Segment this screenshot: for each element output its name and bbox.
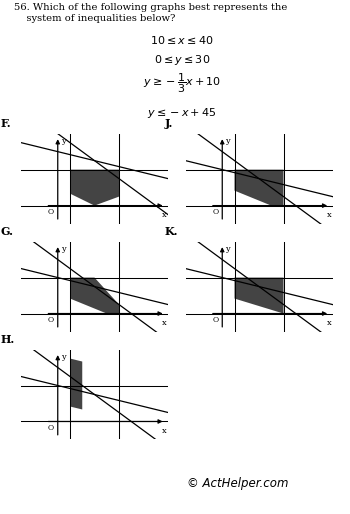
Polygon shape <box>70 170 119 206</box>
Text: © ActHelper.com: © ActHelper.com <box>187 476 289 490</box>
Text: x: x <box>327 211 331 218</box>
Text: $y \leq -x + 45$: $y \leq -x + 45$ <box>147 106 217 120</box>
Text: y: y <box>61 245 65 253</box>
Text: x: x <box>162 427 167 434</box>
Text: x: x <box>162 211 167 218</box>
Text: H.: H. <box>0 334 15 345</box>
Text: G.: G. <box>0 226 13 237</box>
Text: F.: F. <box>0 118 11 129</box>
Text: J.: J. <box>165 118 173 129</box>
Text: O: O <box>48 208 54 216</box>
Text: y: y <box>225 245 230 253</box>
Text: y: y <box>61 137 65 145</box>
Text: $y \geq -\dfrac{1}{3}x + 10$: $y \geq -\dfrac{1}{3}x + 10$ <box>143 71 221 95</box>
Text: $10 \leq x \leq 40$: $10 \leq x \leq 40$ <box>150 34 214 46</box>
Text: O: O <box>212 316 218 324</box>
Text: $0 \leq y \leq 30$: $0 \leq y \leq 30$ <box>154 53 210 67</box>
Polygon shape <box>234 170 284 206</box>
Text: K.: K. <box>165 226 178 237</box>
Text: y: y <box>225 137 230 145</box>
Text: x: x <box>327 319 331 326</box>
Polygon shape <box>70 278 119 314</box>
Text: 56. Which of the following graphs best represents the
    system of inequalities: 56. Which of the following graphs best r… <box>14 4 287 23</box>
Polygon shape <box>234 278 284 314</box>
Text: O: O <box>212 208 218 216</box>
Polygon shape <box>70 359 82 410</box>
Text: y: y <box>61 353 65 361</box>
Text: O: O <box>48 316 54 324</box>
Text: x: x <box>162 319 167 326</box>
Text: O: O <box>48 424 54 432</box>
